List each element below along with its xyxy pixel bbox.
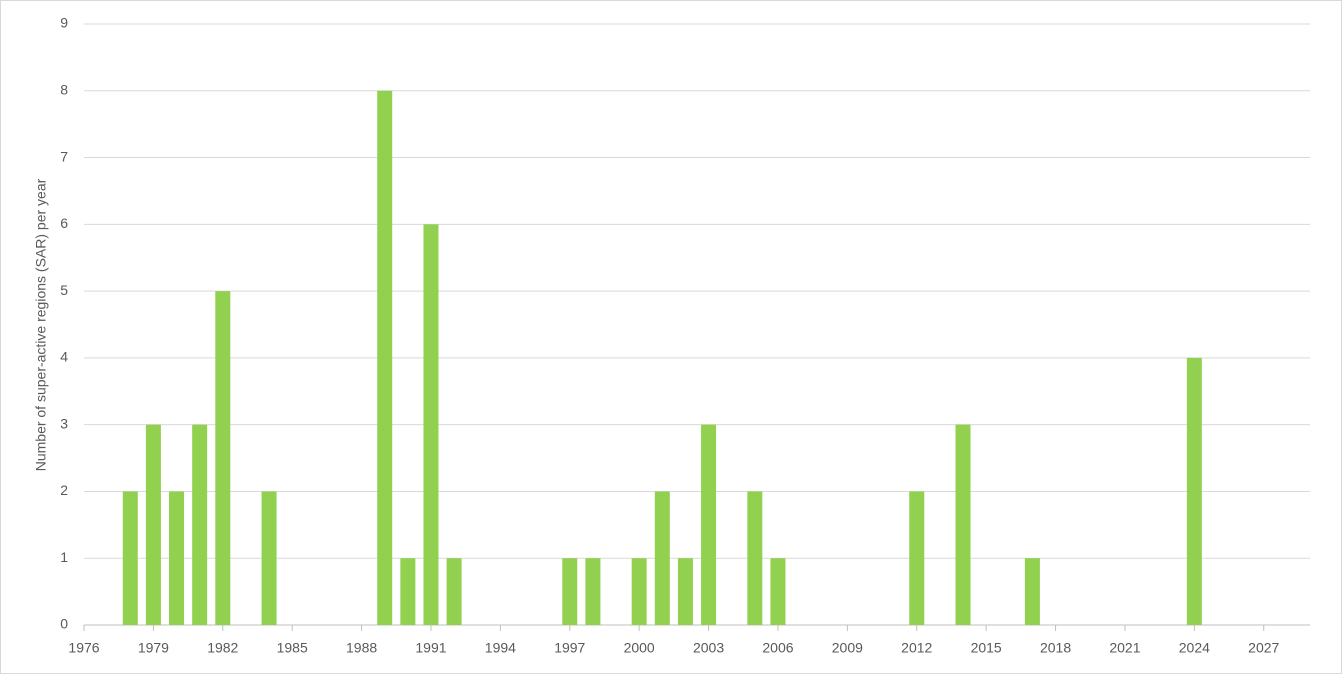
bar: [261, 491, 277, 625]
bar: [747, 491, 763, 625]
y-axis-label: Number of super-active regions (SAR) per…: [33, 178, 49, 471]
x-tick-label: 2018: [1040, 640, 1071, 656]
x-tick-label: 2024: [1179, 640, 1210, 656]
x-tick-label: 2003: [693, 640, 724, 656]
bar: [400, 558, 416, 625]
bar: [215, 291, 231, 625]
bar: [1024, 558, 1040, 625]
bar: [169, 491, 185, 625]
x-tick-label: 2021: [1109, 640, 1140, 656]
x-tick-label: 2000: [624, 640, 655, 656]
bar: [770, 558, 786, 625]
bar: [909, 491, 925, 625]
y-tick-label: 9: [60, 15, 68, 31]
bar: [192, 424, 208, 625]
x-tick-label: 1982: [207, 640, 238, 656]
x-tick-label: 2009: [832, 640, 863, 656]
x-tick-label: 2006: [762, 640, 793, 656]
y-tick-label: 7: [60, 148, 68, 164]
x-tick-label: 1997: [554, 640, 585, 656]
y-tick-label: 6: [60, 215, 68, 231]
y-tick-label: 1: [60, 549, 68, 565]
bar: [677, 558, 693, 625]
bar: [122, 491, 138, 625]
bar: [145, 424, 161, 625]
bar: [1186, 357, 1202, 625]
y-tick-label: 8: [60, 81, 68, 97]
x-tick-label: 2027: [1248, 640, 1279, 656]
bar: [377, 90, 393, 626]
x-tick-label: 1991: [415, 640, 446, 656]
y-tick-label: 5: [60, 282, 68, 298]
x-tick-label: 1988: [346, 640, 377, 656]
bar: [654, 491, 670, 625]
y-tick-label: 4: [60, 349, 68, 365]
x-tick-label: 1976: [68, 640, 99, 656]
x-tick-label: 1979: [138, 640, 169, 656]
bar: [423, 224, 439, 626]
x-tick-label: 1985: [277, 640, 308, 656]
bar: [701, 424, 717, 625]
bar: [446, 558, 462, 625]
y-tick-label: 0: [60, 616, 68, 632]
bar: [585, 558, 601, 625]
x-tick-label: 2012: [901, 640, 932, 656]
y-tick-label: 3: [60, 415, 68, 431]
bar: [631, 558, 647, 625]
y-tick-label: 2: [60, 482, 68, 498]
x-tick-label: 1994: [485, 640, 516, 656]
bar: [562, 558, 578, 625]
bar: [955, 424, 971, 625]
x-tick-label: 2015: [971, 640, 1002, 656]
